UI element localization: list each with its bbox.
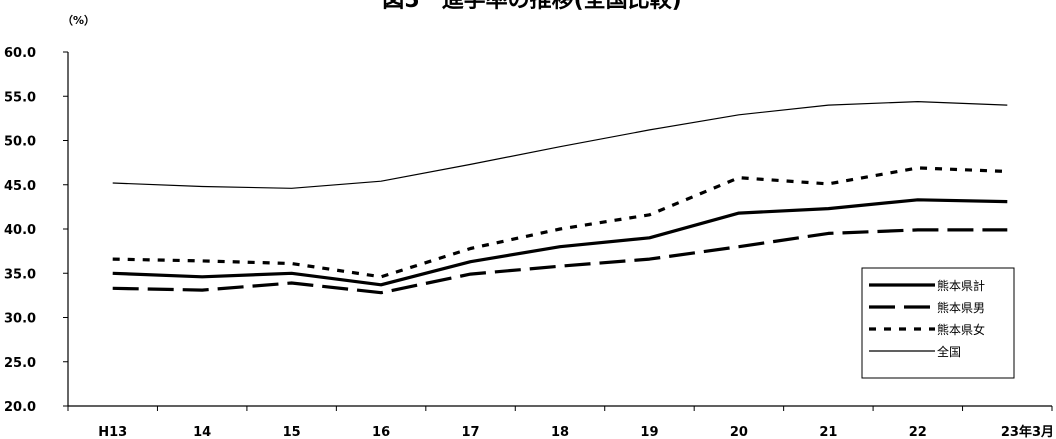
x-tick-label: 15	[283, 425, 301, 439]
x-tick-label: 20	[730, 425, 748, 439]
x-tick-label: 14	[193, 425, 211, 439]
series-lines	[112, 100, 1008, 295]
y-tick-labels: 20.0 25.0 30.0 35.0 40.0 45.0 50.0 55.0 60.0	[4, 46, 68, 415]
series-line-2	[112, 228, 1008, 295]
x-tick-label: 22	[909, 425, 927, 439]
y-tick-label: 30.0	[4, 312, 36, 327]
series-line-4	[112, 100, 1008, 189]
legend-label: 熊本県計	[937, 278, 985, 293]
y-tick-label: 55.0	[4, 90, 36, 105]
x-tick-label: 21	[819, 425, 837, 439]
legend-label: 全国	[937, 344, 961, 359]
y-tick-label: 60.0	[4, 46, 36, 61]
y-unit-label: （%）	[62, 14, 95, 27]
y-tick-label: 25.0	[4, 356, 36, 371]
x-tick-label: 19	[640, 425, 658, 439]
y-tick-label: 20.0	[4, 400, 36, 415]
legend-label: 熊本県男	[937, 300, 985, 315]
series-line-3	[112, 166, 1008, 279]
y-tick-label: 50.0	[4, 135, 36, 150]
x-tick-label: 23年3月	[1001, 424, 1054, 439]
x-tick-label: 17	[461, 425, 479, 439]
y-tick-label: 40.0	[4, 223, 36, 238]
x-tick-label: H13	[98, 425, 127, 439]
x-tick-label: 18	[551, 425, 569, 439]
legend-label: 熊本県女	[937, 322, 985, 337]
x-tick-labels: H13 14 15 16 17 18 19 20 21 22 23年3月	[67, 406, 1054, 439]
y-tick-label: 35.0	[4, 267, 36, 282]
x-tick-label: 16	[372, 425, 390, 439]
chart-title: 図5 進学率の推移(全国比較)	[382, 0, 681, 13]
y-tick-label: 45.0	[4, 179, 36, 194]
series-line-1	[112, 198, 1008, 287]
